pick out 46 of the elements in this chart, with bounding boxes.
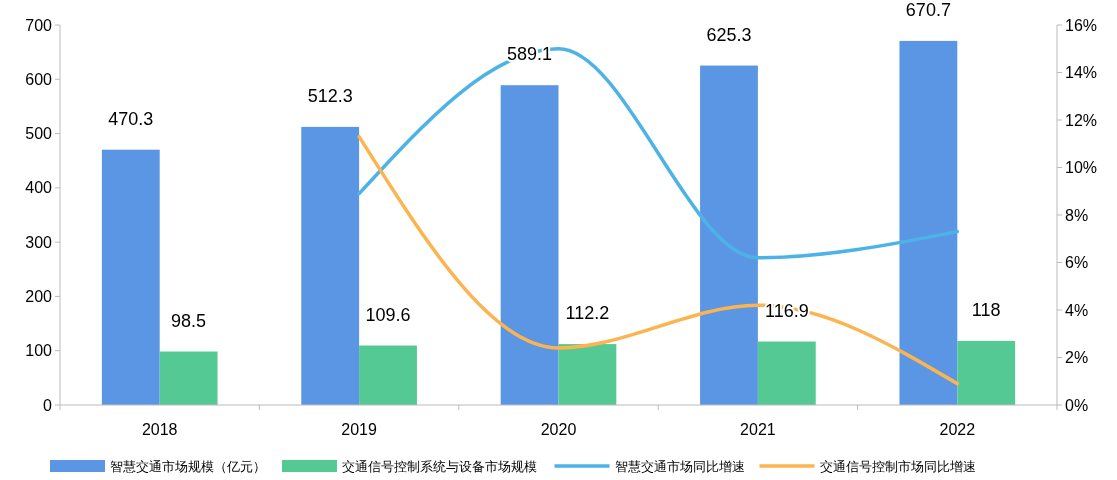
line-series xyxy=(357,134,960,386)
y2-tick-label: 0% xyxy=(1065,396,1089,414)
bar xyxy=(957,340,1016,405)
data-label: 98.5 xyxy=(171,310,207,331)
y2-tick-label: 2% xyxy=(1065,349,1089,367)
bar xyxy=(159,351,218,405)
y-tick-label: 300 xyxy=(25,233,53,251)
data-label: 112.2 xyxy=(565,303,610,324)
bar xyxy=(101,149,160,405)
y2-tick-label: 12% xyxy=(1065,111,1098,129)
data-label: 512.3 xyxy=(307,85,353,106)
y2-tick-label: 6% xyxy=(1065,254,1089,272)
x-tick-label: 2020 xyxy=(540,421,577,438)
legend-label: 智慧交通市场同比增速 xyxy=(614,459,745,474)
legend-label: 交通信号控制市场同比增速 xyxy=(819,459,976,474)
line-series xyxy=(357,47,960,260)
y2-tick-label: 8% xyxy=(1065,206,1089,224)
legend-label: 智慧交通市场规模（亿元） xyxy=(110,459,266,474)
y-tick-label: 500 xyxy=(25,125,53,143)
x-tick-label: 2022 xyxy=(939,421,976,438)
y2-tick-label: 16% xyxy=(1065,16,1098,34)
y2-tick-label: 14% xyxy=(1065,64,1098,82)
bar xyxy=(899,40,958,405)
y-tick-label: 400 xyxy=(25,179,53,197)
data-label: 470.3 xyxy=(108,108,154,129)
y-tick-label: 700 xyxy=(25,16,53,34)
data-label: 118 xyxy=(971,299,1001,320)
bar xyxy=(558,344,617,405)
bar xyxy=(757,341,816,405)
x-tick-label: 2021 xyxy=(740,421,776,438)
bar xyxy=(359,345,417,405)
bar xyxy=(301,126,360,405)
data-label: 109.6 xyxy=(365,304,411,325)
y-tick-label: 200 xyxy=(25,288,53,306)
y-tick-label: 600 xyxy=(25,70,53,88)
y2-tick-label: 4% xyxy=(1065,301,1089,319)
x-tick-label: 2018 xyxy=(141,421,178,438)
y2-tick-label: 10% xyxy=(1065,159,1098,177)
y-tick-label: 0 xyxy=(43,396,53,414)
bar xyxy=(500,85,559,405)
bar xyxy=(700,65,758,405)
data-label: 625.3 xyxy=(706,24,752,45)
legend-label: 交通信号控制系统与设备市场规模 xyxy=(342,459,537,474)
data-label: 670.7 xyxy=(905,0,951,20)
x-tick-label: 2019 xyxy=(341,421,377,438)
y-tick-label: 100 xyxy=(25,342,53,360)
